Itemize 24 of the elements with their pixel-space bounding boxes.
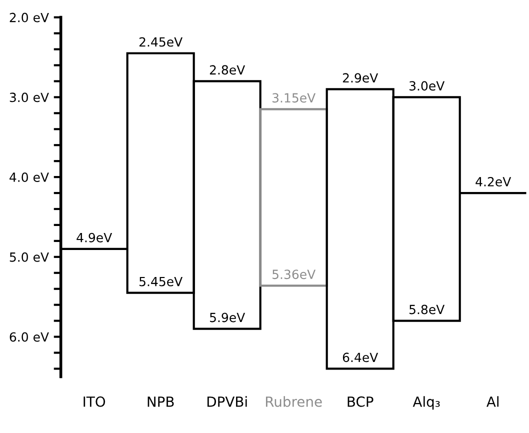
y-tick-label: 4.0 eV [10,172,49,182]
annotation: 2.9eV [342,73,378,83]
x-tick-label: BCP [348,396,374,407]
y-tick-label: 3.0 eV [10,92,49,102]
x-tick-label: Al [486,396,498,407]
x-tick-label: NPB [148,396,174,407]
y-tick-label: 6.0 eV [10,332,49,342]
annotation: 6.4eV [342,352,378,362]
x-tick-label: Rubrene [266,396,322,407]
annotation: 5.45eV [140,276,183,286]
x-tick-label: ITO [84,396,106,407]
annotation: 3.15eV [272,93,316,103]
x-tick-label: Alq₃ [412,396,440,410]
annotation: 2.8eV [210,65,246,75]
annotation: 3.0eV [409,81,445,91]
annotation: 4.2eV [476,176,512,186]
y-tick-label: 5.0 eV [10,252,49,262]
y-tick-label: 2.0 eV [10,12,49,22]
annotation: 4.9eV [76,232,112,242]
annotation: 2.45eV [139,37,183,47]
annotation: 5.8eV [410,304,445,314]
annotation: 5.36eV [272,270,316,280]
x-tick-label: DPVBi [207,396,247,407]
annotation: 5.9eV [210,312,246,322]
